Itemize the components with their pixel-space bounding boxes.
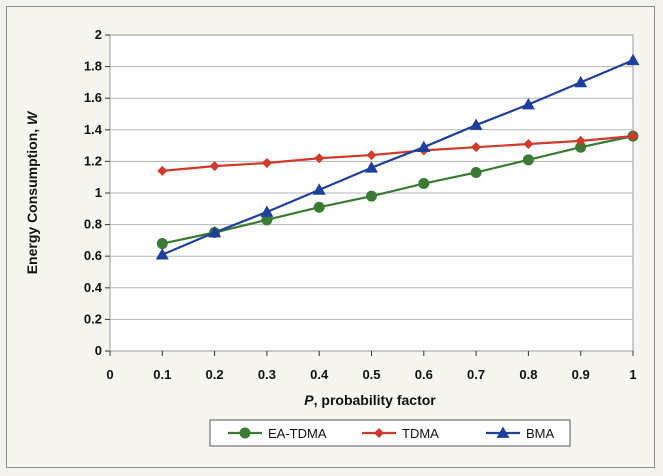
series-layer: [155, 53, 640, 260]
data-point-diamond: [261, 157, 272, 168]
data-point-triangle: [260, 205, 274, 217]
y-axis-title-italic: W: [24, 110, 40, 125]
data-point-diamond: [628, 131, 638, 142]
data-point-diamond: [209, 161, 220, 172]
data-point-triangle: [521, 98, 535, 110]
data-point-triangle: [155, 248, 169, 260]
data-point-triangle: [365, 161, 378, 173]
data-point-circle: [156, 238, 168, 250]
data-point-circle: [261, 214, 273, 226]
x-axis-title-rest: , probability factor: [314, 392, 437, 408]
data-point-circle: [470, 166, 482, 178]
legend-label: TDMA: [402, 426, 439, 441]
x-tick-label: 0.7: [467, 367, 485, 382]
x-axis-title-italic: P: [304, 392, 314, 408]
x-tick-label: 0.9: [572, 367, 590, 382]
data-point-triangle: [312, 183, 326, 195]
legend-label: EA-TDMA: [268, 426, 327, 441]
x-tick-label: 0.5: [362, 367, 380, 382]
data-point-diamond: [575, 135, 586, 146]
data-point-triangle: [469, 118, 483, 130]
series-bma: [155, 53, 640, 260]
data-point-diamond: [366, 150, 377, 161]
data-point-triangle: [496, 426, 510, 438]
data-point-circle: [418, 178, 430, 190]
series-line: [161, 59, 634, 256]
x-tick-label: 0.2: [206, 367, 224, 382]
data-point-diamond: [374, 428, 384, 438]
y-tick-label: 0.8: [84, 217, 102, 232]
x-tick-label: 1: [629, 367, 636, 382]
data-point-circle: [522, 154, 534, 166]
series-line: [162, 135, 634, 172]
x-tick-label: 0.1: [153, 367, 171, 382]
x-tick-label: 0.3: [258, 367, 276, 382]
y-tick-label: 0.4: [84, 280, 103, 295]
x-axis-title: P, probability factor: [304, 392, 436, 408]
legend-item-tdma: TDMA: [362, 426, 439, 441]
data-point-triangle: [208, 226, 222, 238]
y-axis-tick-labels: 0 0.2 0.4 0.6 0.8 1 1.2 1.4 1.6 1.8 2: [84, 27, 103, 358]
y-tick-label: 0: [95, 343, 102, 358]
data-point-triangle: [626, 53, 640, 66]
x-axis-tick-labels: 0 0.1 0.2 0.3 0.4 0.5 0.6 0.7 0.8 0.9 1: [106, 367, 636, 382]
series-line: [162, 135, 634, 245]
data-point-circle: [366, 190, 377, 202]
legend: EA-TDMA TDMA BMA: [228, 426, 555, 441]
x-tick-label: 0.8: [519, 367, 537, 382]
x-tick-label: 0.4: [310, 367, 329, 382]
x-tick-label: 0: [106, 367, 113, 382]
data-point-triangle: [574, 75, 588, 88]
legend-item-bma: BMA: [486, 426, 555, 441]
series-ea-tdma: [156, 130, 639, 250]
y-tick-label: 1.2: [84, 153, 102, 168]
y-tick-label: 1.8: [84, 59, 102, 74]
series-tdma: [157, 131, 638, 176]
y-tick-label: 1.6: [84, 90, 102, 105]
data-point-circle: [239, 427, 251, 439]
data-point-diamond: [157, 165, 168, 176]
y-tick-label: 0.2: [84, 311, 102, 326]
data-point-diamond: [523, 139, 534, 150]
x-tick-label: 0.6: [415, 367, 433, 382]
y-tick-label: 1.4: [84, 122, 103, 137]
y-axis-title-main: Energy Consumption,: [24, 125, 40, 274]
y-tick-label: 2: [95, 27, 102, 42]
legend-item-ea-tdma: EA-TDMA: [228, 426, 327, 441]
data-point-circle: [575, 141, 587, 153]
data-point-circle: [313, 201, 325, 213]
data-point-diamond: [471, 142, 482, 153]
data-point-diamond: [314, 153, 325, 164]
legend-label: BMA: [526, 426, 555, 441]
y-tick-label: 0.6: [84, 248, 102, 263]
data-point-triangle: [417, 140, 431, 153]
y-tick-label: 1: [95, 185, 102, 200]
y-axis-title: Energy Consumption, W: [24, 110, 40, 274]
